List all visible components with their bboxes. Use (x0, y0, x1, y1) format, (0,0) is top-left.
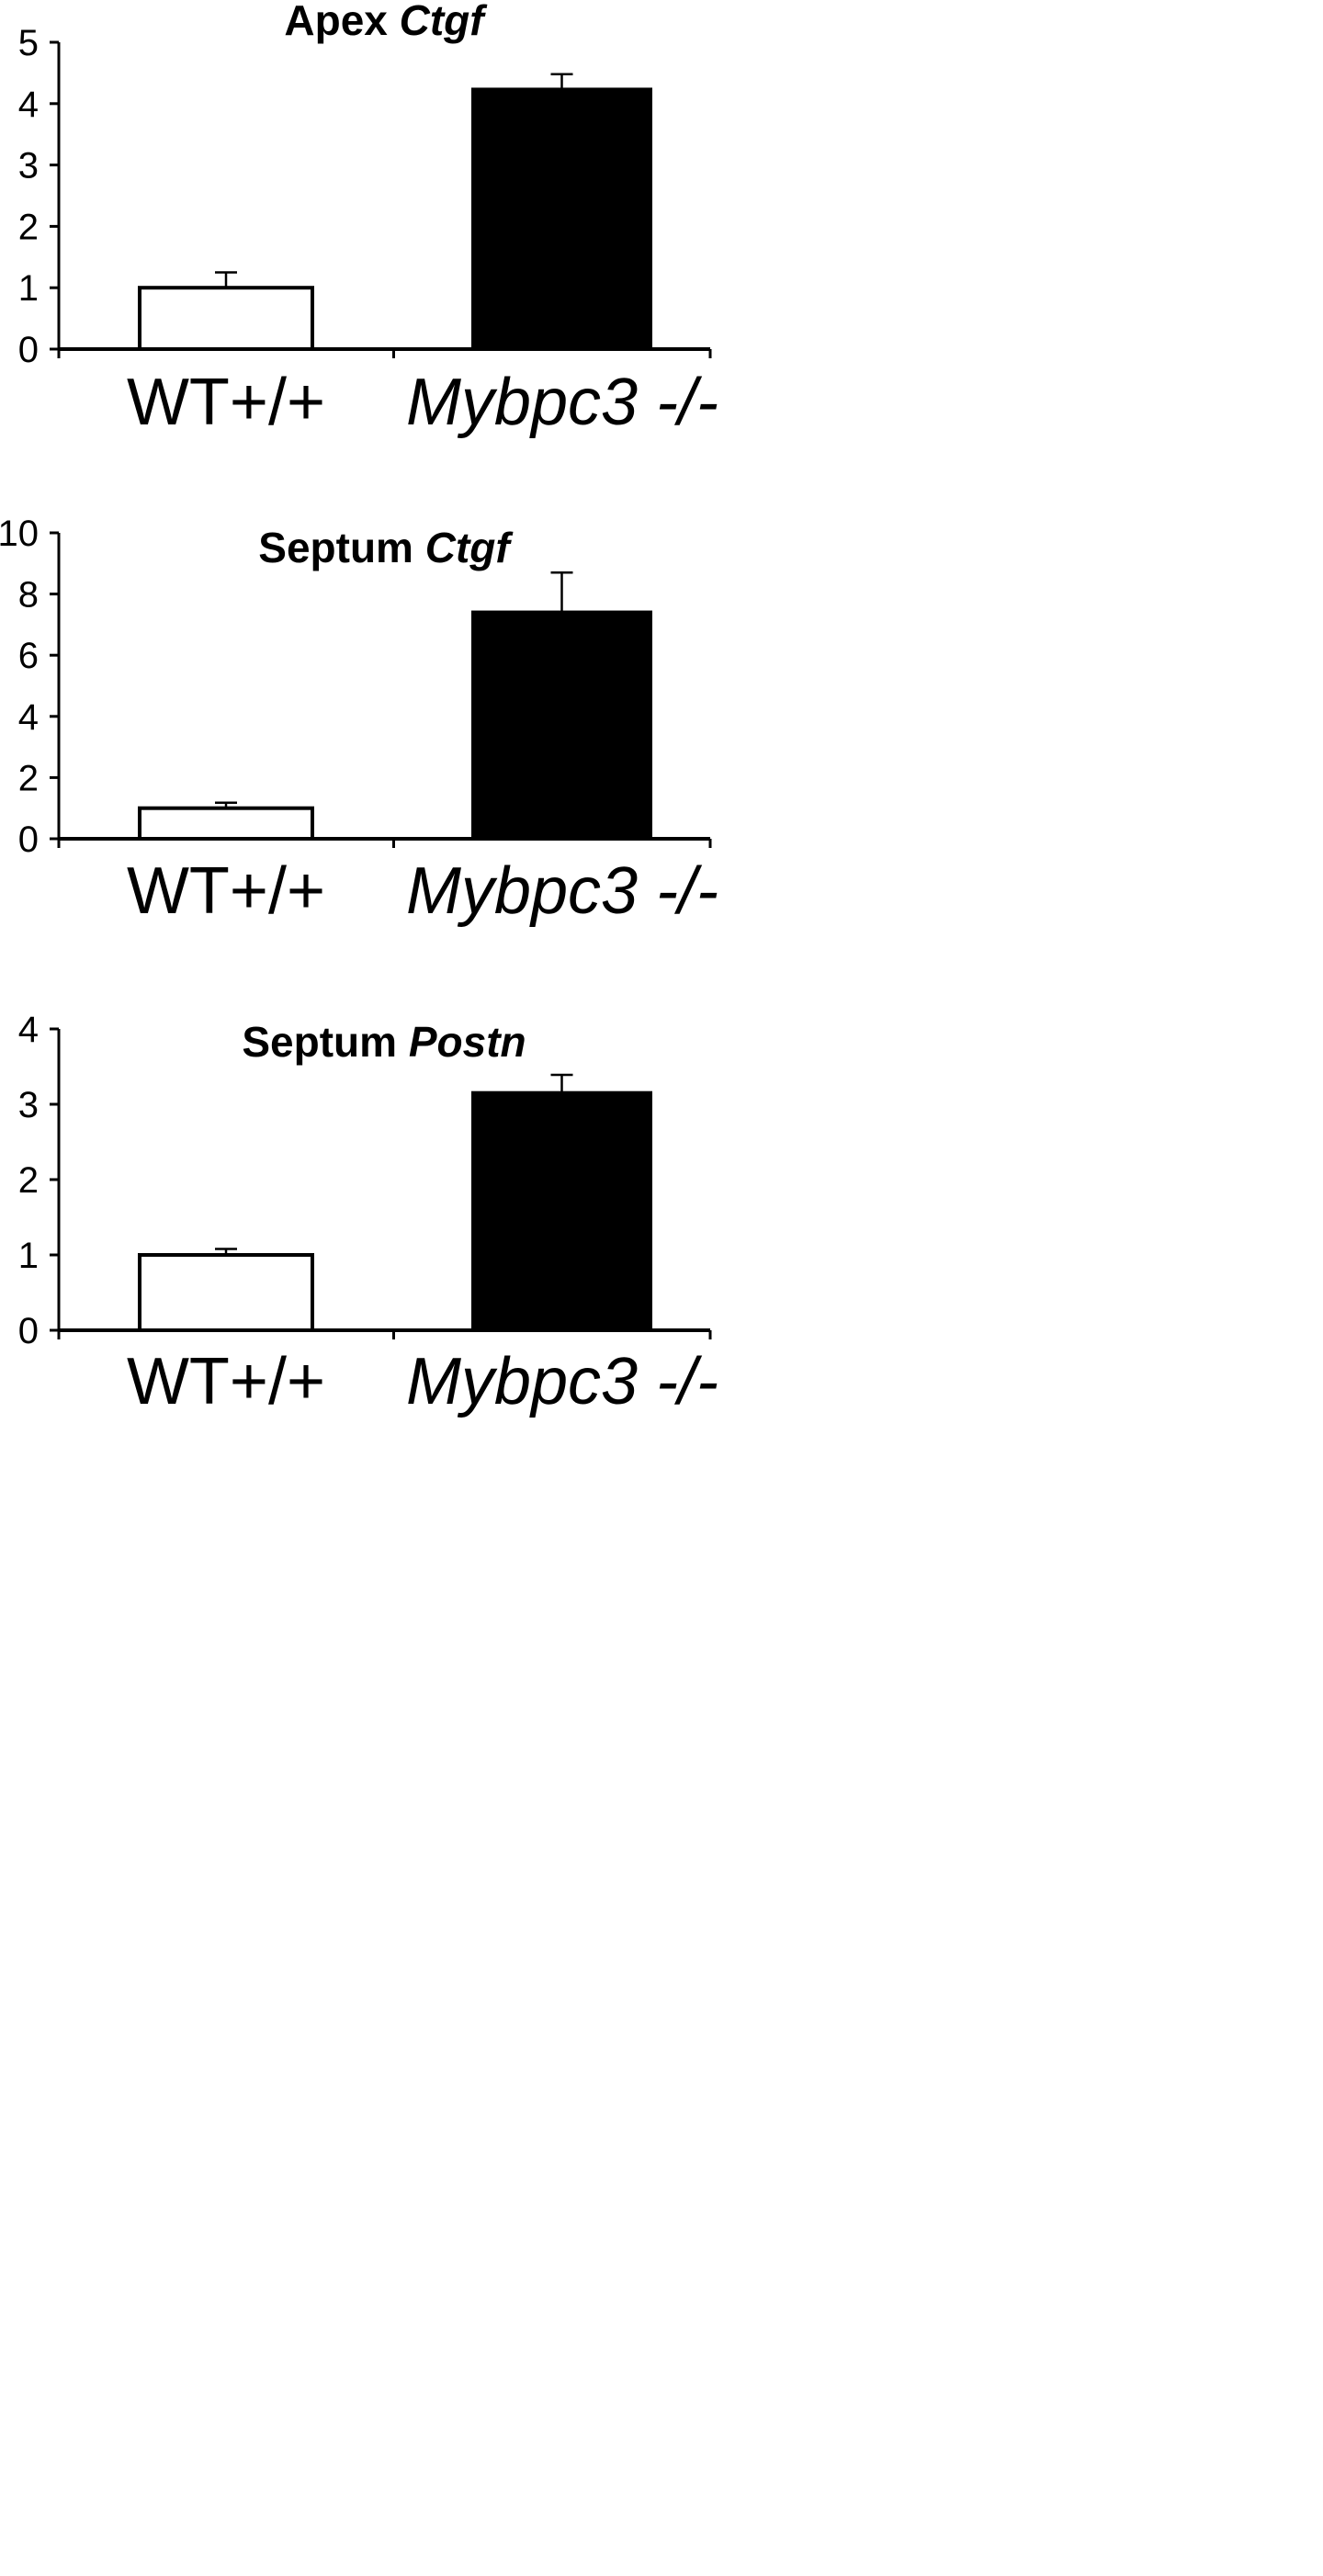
y-tick-label: 4 (18, 85, 39, 125)
chart-title: Septum Ctgf (258, 524, 514, 571)
bar (138, 286, 314, 352)
y-tick-label: 10 (0, 514, 39, 554)
y-tick-label: 5 (18, 23, 39, 63)
x-category-label: Mybpc3 -/- (406, 366, 718, 439)
chart-title-part: Septum (258, 524, 424, 571)
y-tick-label: 2 (18, 758, 39, 798)
x-category-label: WT+/+ (127, 854, 325, 928)
y-tick-label: 4 (18, 697, 39, 738)
y-tick-label: 0 (18, 330, 39, 370)
bar (471, 610, 652, 842)
chart-title-part: Postn (409, 1018, 526, 1066)
x-category-label: WT+/+ (127, 366, 325, 439)
y-tick-label: 1 (18, 268, 39, 309)
x-category-label: Mybpc3 -/- (406, 1345, 718, 1418)
y-tick-label: 2 (18, 207, 39, 247)
bar (138, 1253, 314, 1332)
bar (471, 87, 652, 351)
bar (471, 1090, 652, 1332)
chart-title: Septum Postn (242, 1018, 526, 1066)
y-tick-label: 6 (18, 636, 39, 676)
y-tick-label: 8 (18, 575, 39, 616)
chart-title-part: Ctgf (425, 524, 514, 571)
y-tick-label: 0 (18, 819, 39, 860)
bar (138, 806, 314, 842)
chart-panel-1: Apex Ctgf 0 1 2 3 4 5 WT+/+ Mybpc3 -/- (18, 0, 718, 439)
chart-panel-2: Septum Ctgf 0 2 4 6 8 10 WT+/+ Mybpc3 -/- (0, 514, 718, 928)
chart-title-part: Ctgf (400, 0, 489, 44)
chart-title: Apex Ctgf (284, 0, 488, 44)
chart-panel-3: Septum Postn 0 1 2 3 4 WT+/+ Mybpc3 -/- (18, 1010, 718, 1418)
chart-title-part: Apex (284, 0, 399, 44)
chart-title-part: Septum (242, 1018, 408, 1066)
y-tick-label: 4 (18, 1010, 39, 1050)
y-tick-label: 1 (18, 1236, 39, 1276)
y-tick-label: 3 (18, 146, 39, 186)
x-category-label: Mybpc3 -/- (406, 854, 718, 928)
x-category-label: WT+/+ (127, 1345, 325, 1418)
y-tick-label: 2 (18, 1160, 39, 1201)
y-tick-label: 0 (18, 1311, 39, 1351)
y-tick-label: 3 (18, 1085, 39, 1125)
